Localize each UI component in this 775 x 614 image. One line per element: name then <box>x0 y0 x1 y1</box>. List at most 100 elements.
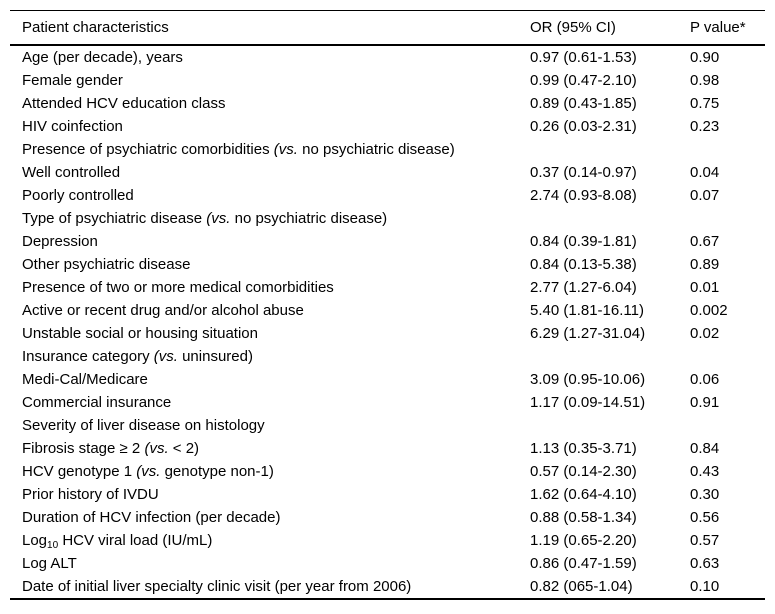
or-ci-cell: 0.86 (0.47-1.59) <box>530 555 637 572</box>
characteristic-cell: Female gender <box>22 72 123 89</box>
table-row: Insurance category (vs. uninsured) <box>10 345 765 368</box>
p-value-cell: 0.04 <box>690 164 720 181</box>
table-row: Presence of two or more medical comorbid… <box>10 276 765 299</box>
table-row: Commercial insurance 1.17 (0.09-14.51) 0.9… <box>10 391 765 414</box>
characteristic-cell: Other psychiatric disease <box>22 256 191 273</box>
or-ci-cell: 1.17 (0.09-14.51) <box>530 394 646 411</box>
or-ci-cell <box>530 345 690 368</box>
table-row: Poorly controlled 2.74 (0.93-8.08) 0.07 <box>10 184 765 207</box>
p-value-cell: 0.63 <box>690 555 720 572</box>
p-value-cell <box>690 345 765 368</box>
p-value-cell: 0.02 <box>690 325 720 342</box>
p-value-cell <box>690 414 765 437</box>
characteristic-cell: Depression <box>22 233 98 250</box>
table-row: Severity of liver disease on histology <box>10 414 765 437</box>
characteristic-cell: Log10 HCV viral load (IU/mL) <box>22 532 213 551</box>
or-ci-cell: 3.09 (0.95-10.06) <box>530 371 646 388</box>
table-row: Age (per decade), years 0.97 (0.61-1.53) 0… <box>10 45 765 69</box>
col-header-patient-characteristics: Patient characteristics <box>10 10 530 46</box>
table-row: Log10 HCV viral load (IU/mL) 1.19 (0.65-2… <box>10 529 765 552</box>
patient-characteristics-table: Patient characteristics OR (95% CI) P va… <box>10 10 765 600</box>
header-row: Patient characteristics OR (95% CI) P va… <box>10 10 765 46</box>
or-ci-cell: 0.82 (065-1.04) <box>530 578 633 595</box>
characteristic-cell: Type of psychiatric disease (vs. no psyc… <box>22 210 388 227</box>
table-row: Unstable social or housing situation 6.29… <box>10 322 765 345</box>
characteristic-cell: Active or recent drug and/or alcohol abu… <box>22 302 304 319</box>
table-row: HCV genotype 1 (vs. genotype non-1) 0.57 … <box>10 460 765 483</box>
p-value-cell: 0.56 <box>690 509 720 526</box>
table-row: Medi-Cal/Medicare 3.09 (0.95-10.06) 0.06 <box>10 368 765 391</box>
characteristic-cell: HCV genotype 1 (vs. genotype non-1) <box>22 463 274 480</box>
p-value-cell: 0.84 <box>690 440 720 457</box>
or-ci-cell: 1.62 (0.64-4.10) <box>530 486 637 503</box>
or-ci-cell: 2.74 (0.93-8.08) <box>530 187 637 204</box>
characteristic-cell: Age (per decade), years <box>22 49 183 66</box>
or-ci-cell <box>530 414 690 437</box>
p-value-cell: 0.98 <box>690 72 720 89</box>
table-row: Well controlled 0.37 (0.14-0.97) 0.04 <box>10 161 765 184</box>
table-row: Type of psychiatric disease (vs. no psyc… <box>10 207 765 230</box>
p-value-cell: 0.57 <box>690 532 720 549</box>
p-value-cell <box>690 207 765 230</box>
results-table-container: Patient characteristics OR (95% CI) P va… <box>10 10 765 600</box>
or-ci-cell <box>530 207 690 230</box>
table-row: Attended HCV education class 0.89 (0.43-1… <box>10 92 765 115</box>
table-row: Log ALT 0.86 (0.47-1.59) 0.63 <box>10 552 765 575</box>
table-row: Depression 0.84 (0.39-1.81) 0.67 <box>10 230 765 253</box>
table-row: Other psychiatric disease 0.84 (0.13-5.38… <box>10 253 765 276</box>
characteristic-cell: Severity of liver disease on histology <box>22 417 265 434</box>
p-value-cell: 0.67 <box>690 233 720 250</box>
characteristic-cell: Medi-Cal/Medicare <box>22 371 148 388</box>
p-value-cell: 0.89 <box>690 256 720 273</box>
p-value-cell: 0.75 <box>690 95 720 112</box>
p-value-cell: 0.07 <box>690 187 720 204</box>
or-ci-cell: 0.89 (0.43-1.85) <box>530 95 637 112</box>
p-value-cell: 0.90 <box>690 49 720 66</box>
p-value-cell: 0.01 <box>690 279 720 296</box>
or-ci-cell: 2.77 (1.27-6.04) <box>530 279 637 296</box>
or-ci-cell: 5.40 (1.81-16.11) <box>530 302 644 319</box>
table-row: Active or recent drug and/or alcohol abu… <box>10 299 765 322</box>
table-row: Female gender 0.99 (0.47-2.10) 0.98 <box>10 69 765 92</box>
p-value-cell: 0.91 <box>690 394 720 411</box>
characteristic-cell: Commercial insurance <box>22 394 172 411</box>
characteristic-cell: Presence of two or more medical comorbid… <box>22 279 334 296</box>
or-ci-cell: 0.84 (0.39-1.81) <box>530 233 637 250</box>
p-value-cell: 0.30 <box>690 486 720 503</box>
or-ci-cell: 0.26 (0.03-2.31) <box>530 118 637 135</box>
characteristic-cell: Unstable social or housing situation <box>22 325 258 342</box>
characteristic-cell: Presence of psychiatric comorbidities (v… <box>22 141 455 158</box>
col-header-or-95ci: OR (95% CI) <box>530 10 690 46</box>
or-ci-cell: 0.97 (0.61-1.53) <box>530 49 637 66</box>
characteristic-cell: HIV coinfection <box>22 118 123 135</box>
or-ci-cell: 1.19 (0.65-2.20) <box>530 532 637 549</box>
or-ci-cell: 0.37 (0.14-0.97) <box>530 164 637 181</box>
or-ci-cell: 0.84 (0.13-5.38) <box>530 256 637 273</box>
or-ci-cell: 0.99 (0.47-2.10) <box>530 72 637 89</box>
table-body: Age (per decade), years 0.97 (0.61-1.53) 0… <box>10 45 765 599</box>
or-ci-cell: 0.57 (0.14-2.30) <box>530 463 637 480</box>
table-row: Date of initial liver specialty clinic v… <box>10 575 765 599</box>
table-row: Duration of HCV infection (per decade) 0.… <box>10 506 765 529</box>
characteristic-cell: Poorly controlled <box>22 187 134 204</box>
col-header-p-value: P value* <box>690 10 765 46</box>
table-row: Prior history of IVDU 1.62 (0.64-4.10) 0.3… <box>10 483 765 506</box>
p-value-cell: 0.43 <box>690 463 720 480</box>
characteristic-cell: Duration of HCV infection (per decade) <box>22 509 281 526</box>
or-ci-cell <box>530 138 690 161</box>
or-ci-cell: 1.13 (0.35-3.71) <box>530 440 637 457</box>
p-value-cell: 0.10 <box>690 578 720 595</box>
characteristic-cell: Log ALT <box>22 555 77 572</box>
characteristic-cell: Well controlled <box>22 164 121 181</box>
table-header: Patient characteristics OR (95% CI) P va… <box>10 10 765 46</box>
p-value-cell: 0.23 <box>690 118 720 135</box>
or-ci-cell: 0.88 (0.58-1.34) <box>530 509 637 526</box>
characteristic-cell: Date of initial liver specialty clinic v… <box>22 578 412 595</box>
p-value-cell: 0.002 <box>690 302 728 319</box>
table-row: Fibrosis stage ≥ 2 (vs. < 2) 1.13 (0.35-3… <box>10 437 765 460</box>
table-row: HIV coinfection 0.26 (0.03-2.31) 0.23 <box>10 115 765 138</box>
p-value-cell <box>690 138 765 161</box>
p-value-cell: 0.06 <box>690 371 720 388</box>
characteristic-cell: Attended HCV education class <box>22 95 226 112</box>
or-ci-cell: 6.29 (1.27-31.04) <box>530 325 646 342</box>
